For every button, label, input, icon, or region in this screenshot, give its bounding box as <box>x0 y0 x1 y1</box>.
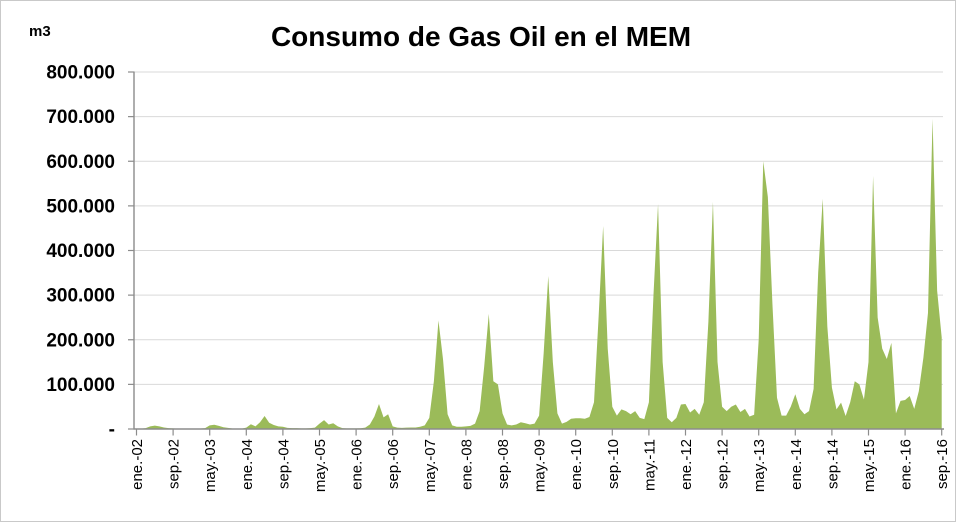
y-axis-unit-label: m3 <box>29 23 51 40</box>
x-tick-label: may.-07 <box>422 439 439 492</box>
x-tick-label: may.-03 <box>202 439 219 492</box>
y-tick-label: 100.000 <box>46 375 115 396</box>
x-tick-label: sep.-10 <box>605 439 622 489</box>
y-tick-label: 200.000 <box>46 330 115 351</box>
y-tick-label: 300.000 <box>46 286 115 307</box>
x-tick-label: may.-15 <box>861 439 878 492</box>
gridlines <box>134 71 943 385</box>
x-tick-label: ene.-12 <box>678 439 695 490</box>
x-tick-label: ene.-04 <box>239 439 256 490</box>
consumption-area-series <box>136 118 942 430</box>
x-tick-label: ene.-16 <box>898 439 915 490</box>
axis-tick-marks <box>128 71 943 436</box>
x-tick-label: sep.-04 <box>275 439 292 489</box>
x-tick-label: may.-09 <box>532 439 549 492</box>
y-tick-label: 800.000 <box>46 63 115 84</box>
x-tick-label: may.-05 <box>312 439 329 492</box>
x-tick-label: ene.-14 <box>788 439 805 490</box>
y-tick-label: 700.000 <box>46 107 115 128</box>
y-tick-label: - <box>109 420 115 441</box>
x-tick-label: sep.-16 <box>934 439 951 489</box>
chart-title: Consumo de Gas Oil en el MEM <box>270 21 692 52</box>
x-tick-label: sep.-12 <box>715 439 732 489</box>
y-tick-label: 400.000 <box>46 241 115 262</box>
x-tick-label: may.-13 <box>751 439 768 492</box>
x-tick-label: ene.-02 <box>129 439 146 490</box>
x-axis-tick-labels: ene.-02 sep.-02 may.-03 ene.-04 sep.-04 may.-… <box>129 439 951 492</box>
x-tick-label: sep.-14 <box>824 439 841 489</box>
x-tick-label: sep.-02 <box>166 439 183 489</box>
x-tick-label: ene.-06 <box>349 439 366 490</box>
y-tick-label: 600.000 <box>46 152 115 173</box>
x-tick-label: ene.-10 <box>568 439 585 490</box>
x-tick-label: may.-11 <box>641 439 658 491</box>
x-tick-label: sep.-06 <box>385 439 402 489</box>
y-tick-label: 500.000 <box>46 196 115 217</box>
x-tick-label: sep.-08 <box>495 439 512 489</box>
y-axis-tick-labels: - 100.000 200.000 300.000 400.000 500.000 600.… <box>46 63 115 441</box>
x-tick-label: ene.-08 <box>458 439 475 490</box>
